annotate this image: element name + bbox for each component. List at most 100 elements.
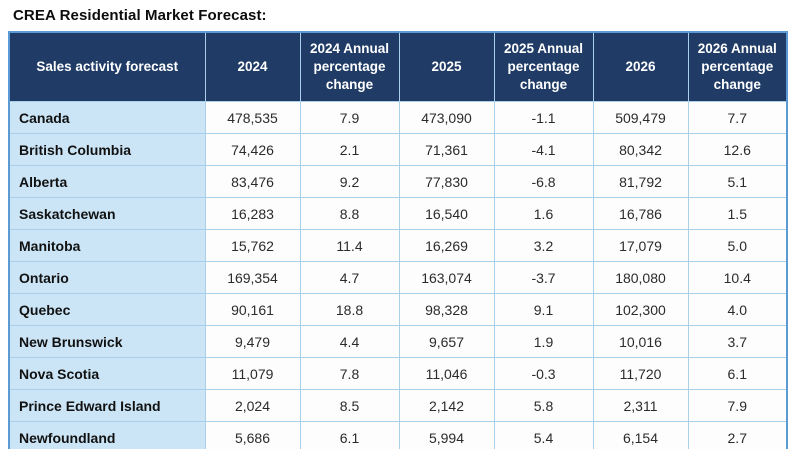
region-cell: Prince Edward Island bbox=[8, 389, 206, 422]
value-cell: 2,142 bbox=[398, 389, 495, 422]
value-cell: 7.9 bbox=[687, 389, 788, 422]
value-cell: 473,090 bbox=[398, 101, 495, 134]
value-cell: -6.8 bbox=[493, 165, 594, 198]
value-cell: 7.7 bbox=[687, 101, 788, 134]
value-cell: 74,426 bbox=[204, 133, 301, 166]
value-cell: 10,016 bbox=[592, 325, 689, 358]
table-row: British Columbia 74,426 2.1 71,361 -4.1 80,34… bbox=[8, 133, 788, 166]
value-cell: -1.1 bbox=[493, 101, 594, 134]
value-cell: 2,024 bbox=[204, 389, 301, 422]
table-row: Ontario 169,354 4.7 163,074 -3.7 180,080 10.4 bbox=[8, 261, 788, 294]
region-cell: Canada bbox=[8, 101, 206, 134]
table-row: Alberta 83,476 9.2 77,830 -6.8 81,792 5.1 bbox=[8, 165, 788, 198]
value-cell: 1.9 bbox=[493, 325, 594, 358]
value-cell: 7.8 bbox=[299, 357, 400, 390]
value-cell: 169,354 bbox=[204, 261, 301, 294]
table-row: Prince Edward Island 2,024 8.5 2,142 5.8 2,31… bbox=[8, 389, 788, 422]
forecast-table: Sales activity forecast 2024 2024 Annual p… bbox=[8, 31, 788, 449]
value-cell: 83,476 bbox=[204, 165, 301, 198]
value-cell: 12.6 bbox=[687, 133, 788, 166]
region-cell: Quebec bbox=[8, 293, 206, 326]
table-row: Canada 478,535 7.9 473,090 -1.1 509,479 7.7 bbox=[8, 101, 788, 134]
value-cell: 6,154 bbox=[592, 421, 689, 449]
region-cell: British Columbia bbox=[8, 133, 206, 166]
value-cell: 8.5 bbox=[299, 389, 400, 422]
region-cell: Manitoba bbox=[8, 229, 206, 262]
region-cell: Nova Scotia bbox=[8, 357, 206, 390]
column-header: 2024 Annual percentage change bbox=[299, 31, 400, 102]
value-cell: 11,720 bbox=[592, 357, 689, 390]
value-cell: 1.5 bbox=[687, 197, 788, 230]
value-cell: 3.2 bbox=[493, 229, 594, 262]
value-cell: 509,479 bbox=[592, 101, 689, 134]
value-cell: 81,792 bbox=[592, 165, 689, 198]
region-cell: Newfoundland bbox=[8, 421, 206, 449]
value-cell: 15,762 bbox=[204, 229, 301, 262]
value-cell: 180,080 bbox=[592, 261, 689, 294]
value-cell: 11,079 bbox=[204, 357, 301, 390]
value-cell: 16,283 bbox=[204, 197, 301, 230]
value-cell: 16,786 bbox=[592, 197, 689, 230]
table-row: Quebec 90,161 18.8 98,328 9.1 102,300 4.0 bbox=[8, 293, 788, 326]
value-cell: 6.1 bbox=[687, 357, 788, 390]
value-cell: 1.6 bbox=[493, 197, 594, 230]
value-cell: 10.4 bbox=[687, 261, 788, 294]
value-cell: 16,269 bbox=[398, 229, 495, 262]
value-cell: 5.1 bbox=[687, 165, 788, 198]
value-cell: 18.8 bbox=[299, 293, 400, 326]
value-cell: 90,161 bbox=[204, 293, 301, 326]
column-header: 2026 Annual percentage change bbox=[687, 31, 788, 102]
value-cell: 4.4 bbox=[299, 325, 400, 358]
region-cell: Alberta bbox=[8, 165, 206, 198]
value-cell: 102,300 bbox=[592, 293, 689, 326]
value-cell: 9.1 bbox=[493, 293, 594, 326]
value-cell: 11,046 bbox=[398, 357, 495, 390]
header-row: Sales activity forecast 2024 2024 Annual p… bbox=[8, 31, 788, 102]
value-cell: 5.8 bbox=[493, 389, 594, 422]
column-header-region: Sales activity forecast bbox=[8, 31, 206, 102]
value-cell: -3.7 bbox=[493, 261, 594, 294]
value-cell: 9,479 bbox=[204, 325, 301, 358]
value-cell: 5.0 bbox=[687, 229, 788, 262]
column-header: 2025 bbox=[398, 31, 495, 102]
column-header: 2024 bbox=[204, 31, 301, 102]
page-title: CREA Residential Market Forecast: bbox=[13, 7, 267, 24]
value-cell: 163,074 bbox=[398, 261, 495, 294]
value-cell: 77,830 bbox=[398, 165, 495, 198]
value-cell: 478,535 bbox=[204, 101, 301, 134]
value-cell: -0.3 bbox=[493, 357, 594, 390]
table-header: Sales activity forecast 2024 2024 Annual p… bbox=[8, 31, 788, 102]
column-header: 2026 bbox=[592, 31, 689, 102]
column-header: 2025 Annual percentage change bbox=[493, 31, 594, 102]
value-cell: 17,079 bbox=[592, 229, 689, 262]
value-cell: 4.7 bbox=[299, 261, 400, 294]
value-cell: 2.1 bbox=[299, 133, 400, 166]
value-cell: 2.7 bbox=[687, 421, 788, 449]
table-row: Newfoundland 5,686 6.1 5,994 5.4 6,154 2.7 bbox=[8, 421, 788, 449]
table-row: New Brunswick 9,479 4.4 9,657 1.9 10,016 3.7 bbox=[8, 325, 788, 358]
value-cell: 8.8 bbox=[299, 197, 400, 230]
value-cell: 3.7 bbox=[687, 325, 788, 358]
value-cell: 4.0 bbox=[687, 293, 788, 326]
table-row: Manitoba 15,762 11.4 16,269 3.2 17,079 5.0 bbox=[8, 229, 788, 262]
table-row: Saskatchewan 16,283 8.8 16,540 1.6 16,786 1.5 bbox=[8, 197, 788, 230]
region-cell: New Brunswick bbox=[8, 325, 206, 358]
value-cell: 7.9 bbox=[299, 101, 400, 134]
value-cell: 5,686 bbox=[204, 421, 301, 449]
table-body: Canada 478,535 7.9 473,090 -1.1 509,479 7.7 Bri… bbox=[8, 101, 788, 449]
value-cell: 9,657 bbox=[398, 325, 495, 358]
region-cell: Ontario bbox=[8, 261, 206, 294]
region-cell: Saskatchewan bbox=[8, 197, 206, 230]
value-cell: 9.2 bbox=[299, 165, 400, 198]
value-cell: 6.1 bbox=[299, 421, 400, 449]
value-cell: -4.1 bbox=[493, 133, 594, 166]
table-row: Nova Scotia 11,079 7.8 11,046 -0.3 11,720 6.1 bbox=[8, 357, 788, 390]
value-cell: 16,540 bbox=[398, 197, 495, 230]
value-cell: 5.4 bbox=[493, 421, 594, 449]
value-cell: 98,328 bbox=[398, 293, 495, 326]
value-cell: 80,342 bbox=[592, 133, 689, 166]
value-cell: 71,361 bbox=[398, 133, 495, 166]
value-cell: 11.4 bbox=[299, 229, 400, 262]
value-cell: 2,311 bbox=[592, 389, 689, 422]
value-cell: 5,994 bbox=[398, 421, 495, 449]
